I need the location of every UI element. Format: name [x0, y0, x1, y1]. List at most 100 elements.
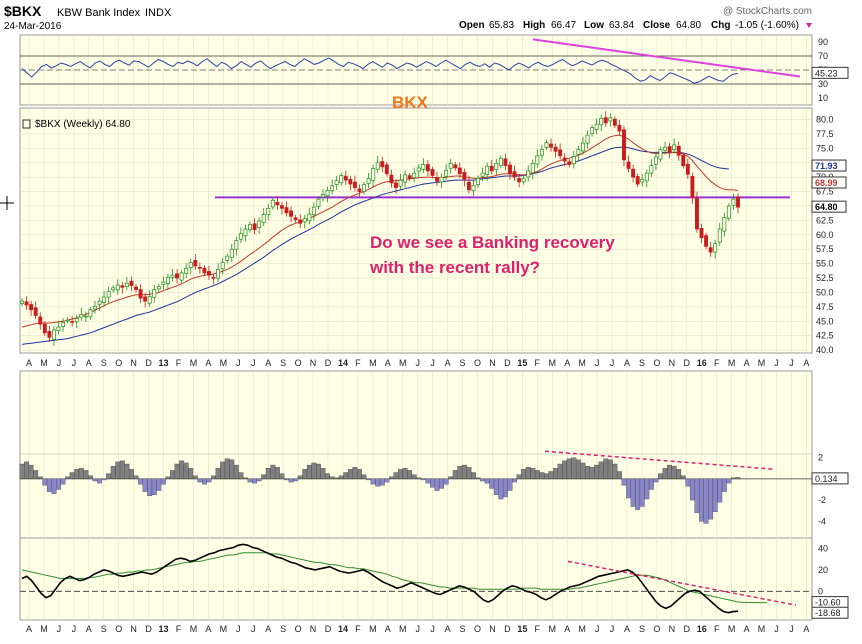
- price-candle-body: [375, 161, 380, 170]
- price-tick-label: 75.0: [816, 143, 834, 153]
- histogram-bar: [562, 460, 568, 480]
- rsi-tick-label: 30: [818, 79, 828, 89]
- histogram-bar: [425, 478, 431, 484]
- price-candle-body: [713, 243, 718, 253]
- histogram-bar: [274, 467, 280, 480]
- histogram-bar: [498, 478, 504, 500]
- price-candle-body: [211, 276, 216, 279]
- momentum-signal-readout: -10.60: [815, 598, 841, 608]
- price-candle-body: [321, 194, 325, 198]
- price-candle-body: [202, 267, 207, 274]
- price-candle-body: [663, 146, 667, 151]
- histogram-bar: [160, 478, 166, 485]
- price-candle-body: [453, 164, 458, 169]
- price-candle-body: [708, 247, 713, 253]
- price-candle-body: [640, 179, 645, 183]
- histogram-bar: [407, 470, 413, 480]
- momentum-tick-label: 40: [818, 544, 828, 554]
- price-candle-body: [695, 197, 699, 230]
- axis-layer: A M J J A S O N D 13 F M A M J J A S O N D 14 F M A M J J A S O N D 15 F M A…: [26, 37, 849, 634]
- x-axis-tick-label: J: [774, 358, 779, 368]
- price-candle-body: [644, 172, 649, 182]
- x-axis-tick-label: A: [445, 624, 451, 634]
- momentum-signal-line: [21, 552, 767, 604]
- histogram-bar: [115, 461, 121, 480]
- x-axis-tick-label: J: [415, 624, 420, 634]
- price-candle-body: [147, 296, 152, 304]
- price-candle-body: [20, 300, 24, 304]
- ma-fast-readout: 68.99: [815, 178, 838, 188]
- price-candle-body: [412, 172, 417, 178]
- x-axis-tick-label: O: [653, 624, 660, 634]
- x-axis-tick-label: A: [385, 624, 391, 634]
- price-candle-body: [238, 233, 243, 240]
- momentum-tick-label: 20: [818, 565, 828, 575]
- x-axis-tick-label: A: [265, 624, 271, 634]
- histogram-bar: [110, 465, 116, 480]
- x-axis-tick-label: A: [744, 624, 750, 634]
- histogram-bar: [585, 465, 590, 480]
- price-candle-body: [421, 164, 426, 170]
- histogram-bar: [60, 478, 66, 485]
- histogram-bar: [530, 468, 536, 480]
- histogram-bar: [46, 478, 52, 492]
- x-axis-tick-label: M: [578, 358, 586, 368]
- x-axis-tick-label: J: [251, 624, 256, 634]
- x-axis-tick-label: 15: [517, 358, 527, 368]
- x-axis-tick-label: M: [40, 624, 48, 634]
- moving-average-slow: [21, 146, 729, 345]
- histogram-bar: [51, 478, 57, 494]
- x-axis-tick-label: S: [101, 358, 107, 368]
- histogram-bar: [457, 465, 463, 480]
- histogram-bar: [484, 478, 490, 484]
- histogram-bar: [243, 477, 248, 480]
- price-candle-body: [229, 248, 234, 258]
- price-candle-body: [156, 286, 161, 290]
- histogram-bar: [256, 478, 262, 482]
- histogram-bar: [439, 478, 444, 489]
- price-candle-body: [498, 157, 503, 166]
- price-candle-body: [448, 162, 453, 169]
- x-axis-tick-label: D: [684, 358, 691, 368]
- price-candle-body: [252, 223, 257, 230]
- histogram-bar: [630, 478, 636, 507]
- price-candle-body: [558, 149, 563, 157]
- x-axis-tick-label: M: [399, 358, 407, 368]
- histogram-bar: [466, 467, 472, 480]
- price-candle-body: [567, 161, 572, 165]
- histogram-bar: [183, 462, 189, 480]
- price-candle-body: [143, 296, 148, 302]
- price-candle-body: [138, 289, 143, 299]
- price-candle-body: [261, 214, 266, 223]
- price-candle-body: [352, 181, 357, 188]
- index-name: KBW Bank Index: [57, 7, 141, 19]
- price-candle-body: [293, 217, 298, 221]
- price-candle-body: [339, 175, 344, 184]
- price-candle-body: [357, 188, 362, 192]
- x-axis-tick-label: J: [72, 624, 77, 634]
- histogram-bar: [471, 472, 476, 480]
- x-axis-tick-label: M: [758, 358, 766, 368]
- price-candle-body: [83, 315, 88, 318]
- price-candle-body: [521, 177, 526, 183]
- price-candle-body: [371, 168, 376, 181]
- price-candle-body: [330, 185, 335, 191]
- histogram-bar: [507, 478, 513, 491]
- price-candle-body: [485, 165, 490, 175]
- histogram-bar: [211, 475, 216, 480]
- x-axis-tick-label: N: [669, 358, 676, 368]
- price-candle-body: [65, 319, 70, 322]
- price-legend: $BKX (Weekly) 64.80: [35, 119, 131, 130]
- x-axis-tick-label: F: [176, 358, 182, 368]
- price-candle-body: [539, 149, 544, 156]
- price-candle-body: [362, 184, 366, 192]
- price-candle-body: [266, 207, 271, 215]
- price-candle-body: [676, 145, 681, 156]
- histogram-bar: [170, 470, 175, 480]
- histogram-bar: [689, 478, 695, 501]
- histogram-layer: [19, 450, 812, 524]
- price-candle-body: [653, 156, 658, 165]
- histogram-bar: [129, 469, 134, 480]
- x-axis-tick-label: F: [714, 624, 720, 634]
